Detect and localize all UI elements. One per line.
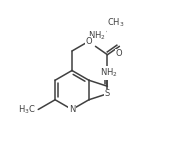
Text: O: O	[86, 37, 92, 46]
Text: S: S	[105, 89, 110, 98]
Text: NH$_2$: NH$_2$	[100, 67, 117, 79]
Text: O: O	[115, 49, 122, 58]
Text: H$_3$C: H$_3$C	[18, 103, 36, 116]
Text: N: N	[69, 105, 75, 114]
Text: CH$_3$: CH$_3$	[107, 16, 124, 29]
Text: NH$_2$: NH$_2$	[88, 30, 105, 42]
